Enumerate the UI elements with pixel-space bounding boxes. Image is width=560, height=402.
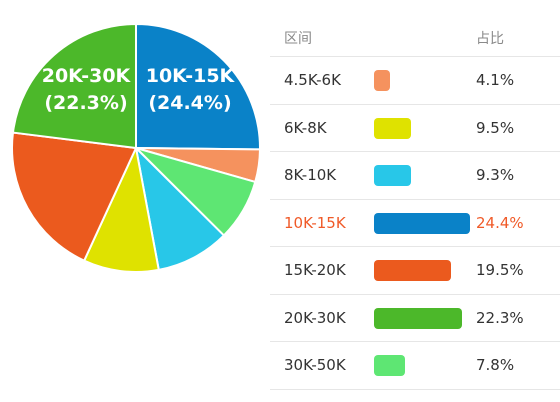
row-share: 22.3% (476, 308, 524, 327)
table-row: 8K-10K 9.3% (270, 152, 560, 200)
table-row: 10K-15K 24.4% (270, 200, 560, 247)
row-share: 7.8% (476, 356, 515, 374)
row-range: 4.5K-6K (284, 71, 341, 89)
row-bar (374, 165, 411, 186)
pie-label-20K-30K-range: 20K-30K (42, 65, 132, 87)
row-range: 6K-8K (284, 118, 327, 137)
row-share: 9.5% (476, 118, 515, 137)
row-range: 10K-15K (284, 213, 346, 232)
pie-chart: 10K-15K (24.4%) 20K-30K (22.3%) (11, 22, 262, 273)
table-header: 区间 占比 (270, 10, 560, 57)
row-share: 24.4% (476, 213, 524, 232)
row-share: 9.3% (476, 166, 515, 184)
pie-slice-15K-20K (11, 131, 138, 262)
table-row: 15K-20K 19.5% (270, 247, 560, 295)
pie-slice-10K-15K (135, 22, 261, 151)
pie-label-10K-15K-range: 10K-15K (146, 65, 236, 87)
pie-slice-20K-30K (11, 22, 137, 150)
row-bar (374, 70, 391, 91)
table-row: 20K-30K 22.3% (270, 295, 560, 342)
pie-label-20K-30K-pct: (22.3%) (44, 92, 127, 114)
table-row: 6K-8K 9.5% (270, 105, 560, 152)
row-range: 30K-50K (284, 356, 346, 374)
legend-table: 区间 占比 4.5K-6K 4.1% 6K-8K 9.5% 8K-10K 9.3% 10K-… (270, 10, 560, 390)
pie-label-10K-15K-pct: (24.4%) (148, 92, 231, 114)
row-share: 4.1% (476, 71, 515, 89)
row-range: 15K-20K (284, 261, 346, 279)
row-bar (374, 355, 405, 376)
row-bar (374, 260, 451, 281)
row-bar (374, 212, 470, 234)
row-bar (374, 117, 412, 139)
header-share: 占比 (476, 31, 504, 47)
row-bar (374, 307, 462, 329)
header-range: 区间 (284, 31, 312, 47)
table-row: 4.5K-6K 4.1% (270, 57, 560, 105)
pie-slice-6K-8K (82, 144, 160, 273)
row-share: 19.5% (476, 261, 524, 279)
pie-slice-8K-10K (134, 145, 226, 272)
row-range: 20K-30K (284, 308, 346, 327)
table-row: 30K-50K 7.8% (270, 342, 560, 390)
row-range: 8K-10K (284, 166, 337, 184)
